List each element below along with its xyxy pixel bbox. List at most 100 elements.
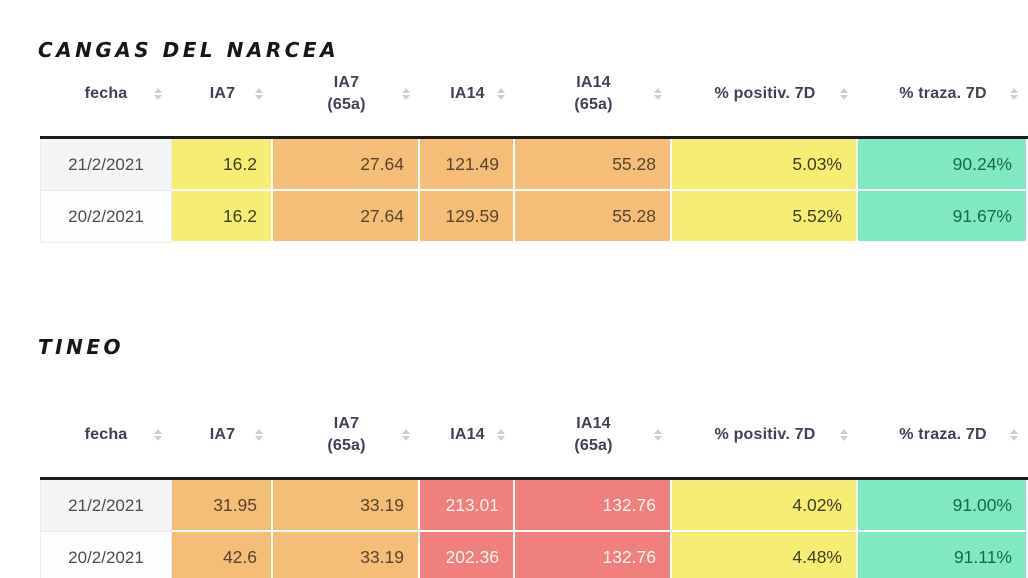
column-header-ia7[interactable]: IA7 xyxy=(172,62,273,139)
cell-ia14-65a: 55.28 xyxy=(515,139,672,191)
table-row: 21/2/2021 31.95 33.19 213.01 132.76 4.02% 91.0… xyxy=(40,480,1028,532)
cell-ia7-65a: 27.64 xyxy=(273,139,420,191)
column-header-fecha[interactable]: fecha xyxy=(40,62,172,139)
cell-traza-7d: 91.67% xyxy=(858,191,1028,243)
column-label-positiv-7d: % positiv. 7D xyxy=(714,85,816,102)
sort-desc-arrow-icon xyxy=(654,436,662,441)
sort-desc-arrow-icon xyxy=(497,95,505,100)
column-label-fecha: fecha xyxy=(84,426,128,443)
sort-icon[interactable] xyxy=(497,88,505,100)
column-header-ia7-65a[interactable]: IA7 (65a) xyxy=(273,62,420,139)
cell-ia14: 121.49 xyxy=(420,139,515,191)
cell-traza-7d: 91.11% xyxy=(858,532,1028,578)
column-header-ia14-65a[interactable]: IA14 (65a) xyxy=(515,62,672,139)
column-header-ia7[interactable]: IA7 xyxy=(172,403,273,480)
column-header-ia14-65a[interactable]: IA14 (65a) xyxy=(515,403,672,480)
column-label-fecha: fecha xyxy=(84,85,128,102)
cell-fecha: 20/2/2021 xyxy=(40,191,172,243)
cell-ia14-65a: 132.76 xyxy=(515,532,672,578)
sort-icon[interactable] xyxy=(497,429,505,441)
sort-icon[interactable] xyxy=(654,88,662,100)
column-header-traza-7d[interactable]: % traza. 7D xyxy=(858,403,1028,480)
sort-asc-arrow-icon xyxy=(654,429,662,434)
column-header-positiv-7d[interactable]: % positiv. 7D xyxy=(672,62,858,139)
sort-asc-arrow-icon xyxy=(840,88,848,93)
sort-asc-arrow-icon xyxy=(402,429,410,434)
header-row: fecha IA7 IA7 (65a) IA14 IA14 (65a) % positiv. … xyxy=(40,62,1028,139)
cell-ia14-65a: 132.76 xyxy=(515,480,672,532)
cell-ia14-65a: 55.28 xyxy=(515,191,672,243)
sort-asc-arrow-icon xyxy=(654,88,662,93)
sort-icon[interactable] xyxy=(402,88,410,100)
column-header-traza-7d[interactable]: % traza. 7D xyxy=(858,62,1028,139)
sort-desc-arrow-icon xyxy=(154,436,162,441)
sort-icon[interactable] xyxy=(654,429,662,441)
sort-desc-arrow-icon xyxy=(1010,95,1018,100)
sort-icon[interactable] xyxy=(402,429,410,441)
cell-ia7: 31.95 xyxy=(172,480,273,532)
table-row: 21/2/2021 16.2 27.64 121.49 55.28 5.03% 90.24% xyxy=(40,139,1028,191)
column-header-ia14[interactable]: IA14 xyxy=(420,403,515,480)
cell-ia7-65a: 33.19 xyxy=(273,480,420,532)
column-label-ia14: IA14 xyxy=(450,426,485,443)
table-row: 20/2/2021 16.2 27.64 129.59 55.28 5.52% 91.67% xyxy=(40,191,1028,243)
column-label-ia7-65a: IA7 (65a) xyxy=(327,74,366,113)
sort-asc-arrow-icon xyxy=(1010,429,1018,434)
sort-asc-arrow-icon xyxy=(497,429,505,434)
column-header-fecha[interactable]: fecha xyxy=(40,403,172,480)
column-label-ia14-65a: IA14 (65a) xyxy=(574,74,613,113)
data-table-cangas-del-narcea: fecha IA7 IA7 (65a) IA14 IA14 (65a) % positiv. … xyxy=(40,62,1028,243)
sort-desc-arrow-icon xyxy=(255,436,263,441)
sort-desc-arrow-icon xyxy=(402,95,410,100)
column-label-ia14-65a: IA14 (65a) xyxy=(574,415,613,454)
cell-positiv-7d: 4.02% xyxy=(672,480,858,532)
column-label-positiv-7d: % positiv. 7D xyxy=(714,426,816,443)
sort-asc-arrow-icon xyxy=(402,88,410,93)
sort-icon[interactable] xyxy=(840,429,848,441)
column-label-ia7-65a: IA7 (65a) xyxy=(327,415,366,454)
table-title-tineo: TINEO xyxy=(38,335,124,359)
cell-ia7: 16.2 xyxy=(172,139,273,191)
column-label-ia7: IA7 xyxy=(209,426,236,443)
cell-fecha: 20/2/2021 xyxy=(40,532,172,578)
sort-desc-arrow-icon xyxy=(840,95,848,100)
cell-ia7: 16.2 xyxy=(172,191,273,243)
data-table-tineo: fecha IA7 IA7 (65a) IA14 IA14 (65a) % positiv. … xyxy=(40,403,1028,578)
sort-desc-arrow-icon xyxy=(255,95,263,100)
sort-icon[interactable] xyxy=(255,429,263,441)
sort-icon[interactable] xyxy=(1010,88,1018,100)
column-label-traza-7d: % traza. 7D xyxy=(899,426,987,443)
sort-desc-arrow-icon xyxy=(402,436,410,441)
cell-positiv-7d: 4.48% xyxy=(672,532,858,578)
sort-icon[interactable] xyxy=(840,88,848,100)
cell-traza-7d: 91.00% xyxy=(858,480,1028,532)
cell-fecha: 21/2/2021 xyxy=(40,139,172,191)
sort-desc-arrow-icon xyxy=(1010,436,1018,441)
sort-asc-arrow-icon xyxy=(255,429,263,434)
sort-asc-arrow-icon xyxy=(840,429,848,434)
sort-icon[interactable] xyxy=(154,429,162,441)
sort-asc-arrow-icon xyxy=(154,429,162,434)
sort-desc-arrow-icon xyxy=(154,95,162,100)
column-header-ia7-65a[interactable]: IA7 (65a) xyxy=(273,403,420,480)
cell-fecha: 21/2/2021 xyxy=(40,480,172,532)
column-header-ia14[interactable]: IA14 xyxy=(420,62,515,139)
sort-desc-arrow-icon xyxy=(654,95,662,100)
section-tineo: TINEO fecha IA7 IA7 (65a) IA14 IA14 (65a) % pos… xyxy=(38,335,1028,578)
sort-desc-arrow-icon xyxy=(497,436,505,441)
cell-positiv-7d: 5.03% xyxy=(672,139,858,191)
cell-ia7-65a: 33.19 xyxy=(273,532,420,578)
cell-ia7-65a: 27.64 xyxy=(273,191,420,243)
sort-asc-arrow-icon xyxy=(154,88,162,93)
cell-positiv-7d: 5.52% xyxy=(672,191,858,243)
column-header-positiv-7d[interactable]: % positiv. 7D xyxy=(672,403,858,480)
sort-icon[interactable] xyxy=(1010,429,1018,441)
sort-asc-arrow-icon xyxy=(497,88,505,93)
sort-icon[interactable] xyxy=(154,88,162,100)
cell-traza-7d: 90.24% xyxy=(858,139,1028,191)
cell-ia14: 129.59 xyxy=(420,191,515,243)
sort-asc-arrow-icon xyxy=(255,88,263,93)
column-label-traza-7d: % traza. 7D xyxy=(899,85,987,102)
sort-icon[interactable] xyxy=(255,88,263,100)
